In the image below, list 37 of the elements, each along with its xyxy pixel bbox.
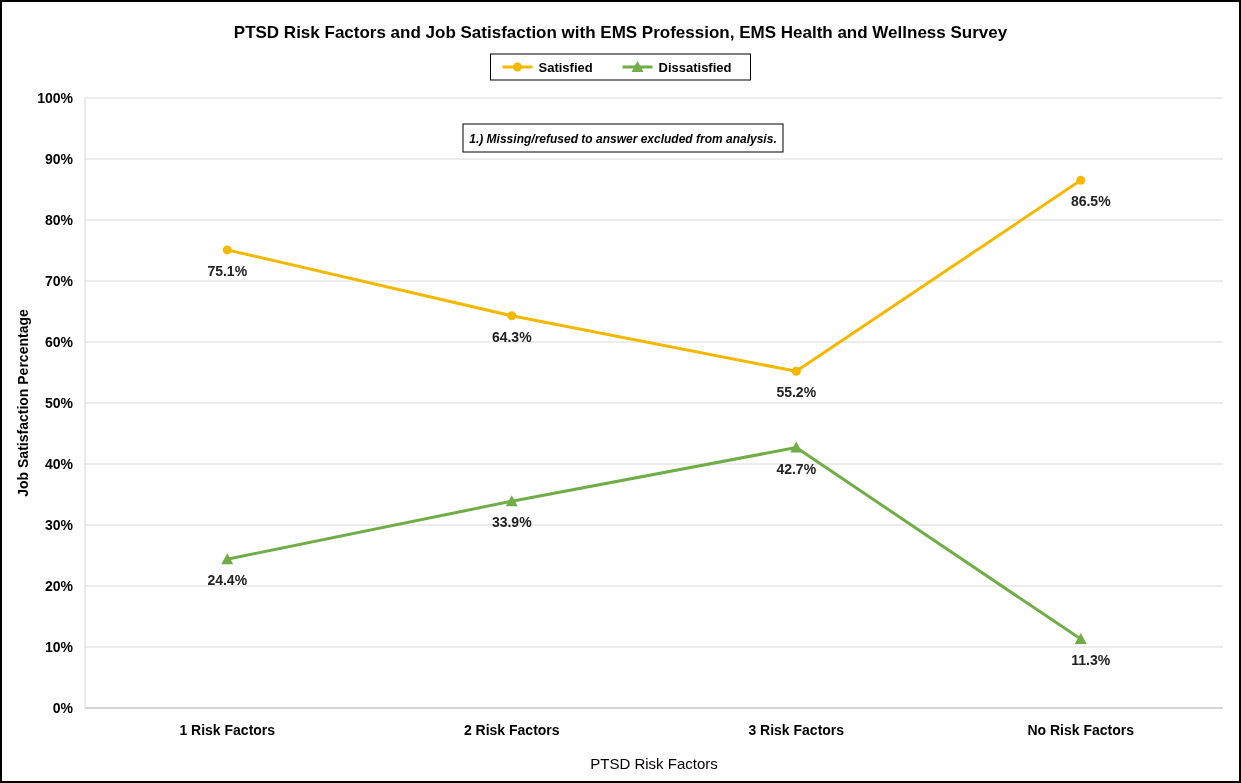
point — [221, 553, 234, 565]
y-tick-label: 80% — [44, 212, 74, 228]
data-label: 33.9% — [491, 514, 533, 531]
point — [222, 245, 232, 255]
data-label: 75.1% — [207, 262, 248, 279]
data-label: 11.3% — [1071, 652, 1111, 669]
point — [1076, 175, 1086, 185]
data-label: 42.7% — [776, 460, 817, 477]
y-tick-label: 40% — [44, 456, 74, 472]
data-label: 24.4% — [207, 572, 248, 589]
data-label: 64.3% — [491, 328, 533, 345]
x-tick-label: No Risk Factors — [1027, 722, 1135, 738]
legend-label: Satisfied — [538, 60, 593, 75]
y-tick-label: 100% — [37, 90, 74, 106]
x-axis-title: PTSD Risk Factors — [590, 755, 718, 772]
y-tick-label: 90% — [44, 151, 74, 167]
point — [790, 441, 803, 453]
point — [507, 311, 517, 321]
x-tick-label: 2 Risk Factors — [463, 722, 560, 738]
data-label: 55.2% — [776, 384, 817, 401]
y-tick-label: 50% — [44, 395, 74, 411]
y-tick-label: 60% — [44, 334, 74, 350]
legend-label: Dissatisfied — [658, 60, 732, 75]
y-tick-label: 20% — [44, 578, 74, 594]
data-label: 86.5% — [1070, 193, 1112, 210]
x-tick-label: 1 Risk Factors — [179, 722, 276, 738]
y-tick-label: 10% — [44, 639, 74, 655]
point — [791, 366, 801, 376]
x-tick-label: 3 Risk Factors — [748, 722, 845, 738]
annotation: 1.) Missing/refused to answer excluded from analysis. — [469, 132, 777, 146]
y-tick-label: 30% — [44, 517, 74, 533]
point — [1074, 633, 1087, 645]
chart-title: PTSD Risk Factors and Job Satisfaction with EMS Profession, EMS Health and Wellness Survey — [233, 23, 1008, 42]
y-tick-label: 70% — [44, 273, 74, 289]
y-tick-label: 0% — [52, 700, 74, 716]
point — [505, 495, 518, 507]
y-axis-title: Job Satisfaction Percentage — [15, 309, 31, 497]
